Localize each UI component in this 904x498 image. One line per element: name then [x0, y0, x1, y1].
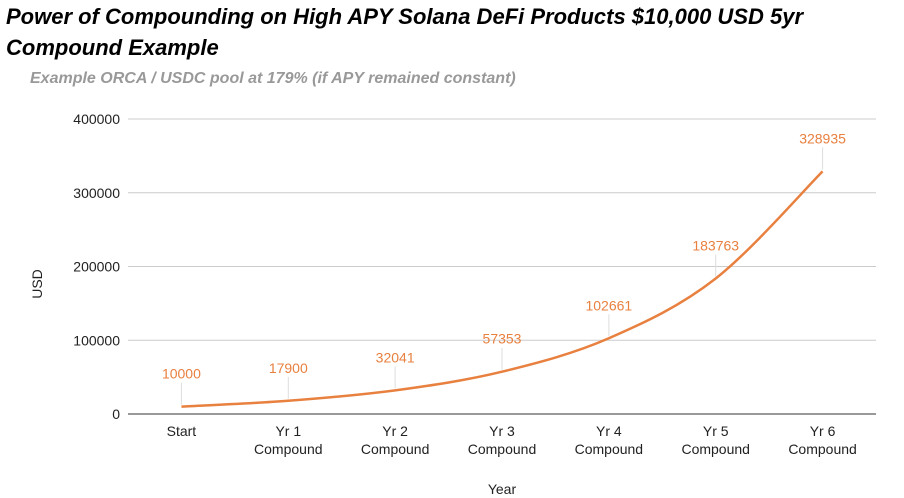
x-tick-label: Yr 1 Compound — [254, 423, 323, 457]
data-label: 10000 — [162, 366, 201, 382]
y-tick-label: 100000 — [73, 332, 120, 348]
x-axis-label: Year — [488, 481, 517, 497]
x-tick-label: Start — [167, 423, 197, 439]
y-tick-label: 200000 — [73, 259, 120, 275]
x-tick-label: Yr 6 Compound — [788, 423, 857, 457]
x-axis-ticks: Start Yr 1 Compound Yr 2 Compound Yr 3 Compoun… — [167, 423, 857, 457]
y-tick-label: 300000 — [73, 185, 120, 201]
y-axis-ticks: 0 100000 200000 300000 400000 — [73, 111, 120, 422]
data-label: 102661 — [585, 297, 632, 313]
data-label: 32041 — [376, 349, 415, 365]
data-label: 17900 — [269, 360, 308, 376]
y-tick-label: 0 — [112, 406, 120, 422]
x-tick-label: Yr 5 Compound — [681, 423, 750, 457]
data-label: 183763 — [692, 237, 739, 253]
data-label: 57353 — [483, 331, 522, 347]
series-line — [181, 170, 824, 408]
gridlines — [128, 118, 876, 341]
y-axis-label: USD — [29, 269, 45, 299]
chart-title: Power of Compounding on High APY Solana … — [6, 4, 804, 60]
x-tick-label: Yr 2 Compound — [361, 423, 430, 457]
chart-subtitle: Example ORCA / USDC pool at 179% (if APY… — [30, 70, 516, 87]
data-labels: 10000 17900 32041 57353 102661 183763 328935 — [162, 130, 846, 405]
x-tick-label: Yr 4 Compound — [575, 423, 644, 457]
y-tick-label: 400000 — [73, 111, 120, 127]
data-label: 328935 — [799, 130, 846, 146]
x-tick-label: Yr 3 Compound — [468, 423, 537, 457]
